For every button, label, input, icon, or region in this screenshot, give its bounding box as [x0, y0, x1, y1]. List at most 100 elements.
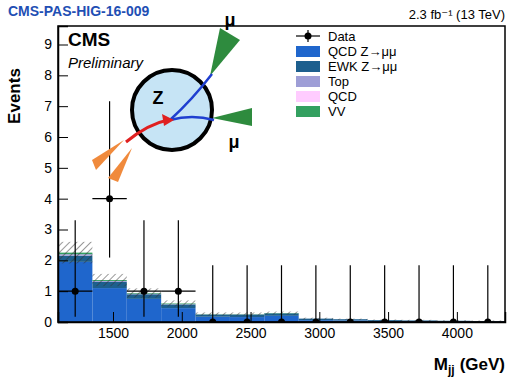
tick-label: 9 — [44, 36, 52, 52]
error-bar — [247, 265, 248, 322]
inset-muon — [170, 117, 214, 120]
tick-label: 3000 — [304, 325, 335, 341]
bar — [92, 288, 126, 322]
tick-mark — [58, 45, 68, 46]
legend-swatch — [296, 46, 320, 57]
legend-item: QCD — [296, 89, 357, 104]
legend-swatch — [305, 33, 312, 40]
tick-label: 1500 — [98, 325, 129, 341]
tick-mark — [58, 137, 68, 138]
data-point — [106, 195, 113, 202]
tick-label: 2000 — [167, 325, 198, 341]
data-point — [72, 288, 79, 295]
x-axis-title-unit: (GeV) — [460, 355, 505, 374]
tick: 7 — [44, 98, 68, 114]
axis-line — [59, 312, 506, 323]
legend-item: Top — [296, 74, 349, 89]
y-axis: 0 1 2 3 4 5 6 7 8 9 — [44, 27, 68, 330]
legend: DataQCD Z→μμEWK Z→μμTopQCDVV — [296, 29, 397, 119]
error-bar — [143, 220, 144, 317]
tick: 2500 — [235, 312, 266, 341]
inset-arrow — [126, 120, 168, 142]
tick-mark — [182, 312, 183, 322]
inset-diagram: Zμ μ — [92, 10, 252, 182]
axis-line — [59, 27, 69, 323]
tick-mark — [251, 312, 252, 322]
error-bar — [453, 265, 454, 322]
tick: 5 — [44, 160, 68, 176]
error-bar — [109, 101, 110, 257]
tick: 3500 — [373, 312, 404, 341]
error-bar — [212, 265, 213, 322]
plot-frame — [58, 26, 505, 322]
legend-swatch — [296, 91, 320, 102]
inset-circle — [132, 70, 212, 150]
tick-mark — [113, 312, 114, 322]
error-bar — [418, 265, 419, 322]
tick: 9 — [44, 36, 68, 52]
inset-label: μ — [224, 10, 235, 30]
tick-label: 7 — [44, 98, 52, 114]
tick: 1500 — [98, 312, 129, 341]
x-axis: 1500 2000 2500 3000 3500 4000 — [59, 312, 506, 341]
title: CMS-PAS-HIG-16-009 — [8, 3, 150, 19]
tick-mark — [58, 291, 68, 292]
subtitle: 2.3 fb⁻¹ (13 TeV) — [409, 7, 505, 22]
tick-label: 4 — [44, 191, 52, 207]
inset-label: Z — [153, 88, 164, 108]
legend-swatch — [296, 76, 320, 87]
legend-label: QCD Z→μμ — [328, 44, 396, 59]
tick-label: 3 — [44, 221, 52, 237]
tick: 6 — [44, 129, 68, 145]
legend-item: EWK Z→μμ — [296, 59, 397, 74]
legend-label: EWK Z→μμ — [328, 59, 397, 74]
tick: 4 — [44, 191, 68, 207]
legend-item: QCD Z→μμ — [296, 44, 396, 59]
legend-label: QCD — [328, 89, 357, 104]
tick: 1 — [44, 283, 68, 299]
legend-item: VV — [296, 104, 346, 119]
data-point — [140, 288, 147, 295]
tick-mark — [58, 168, 68, 169]
tick-label: 1 — [44, 283, 52, 299]
tick-mark — [58, 199, 68, 200]
tick-label: 0 — [44, 314, 52, 330]
inset-jet — [108, 148, 132, 182]
error-bar — [178, 220, 179, 317]
inset-jet — [210, 28, 240, 76]
tick-mark — [319, 312, 320, 322]
error-bar — [75, 220, 76, 317]
tick-mark — [58, 75, 68, 76]
legend-swatch — [296, 106, 320, 117]
tick-label: 8 — [44, 67, 52, 83]
tick: 4000 — [442, 312, 473, 341]
error-bar — [487, 265, 488, 322]
uncertainty-band — [92, 274, 126, 286]
tick-label: 2500 — [235, 325, 266, 341]
inset-label: μ — [228, 132, 239, 152]
plot-area — [58, 101, 505, 322]
tick-mark — [58, 106, 68, 107]
tick: 3000 — [304, 312, 335, 341]
tick: 8 — [44, 67, 68, 83]
inset-jet — [212, 108, 252, 126]
x-axis-title-sub: jj — [447, 363, 455, 377]
tick-label: 5 — [44, 160, 52, 176]
tick: 3 — [44, 221, 68, 237]
tick-label: 6 — [44, 129, 52, 145]
tick-label: 3500 — [373, 325, 404, 341]
x-axis-title: Mjj(GeV) — [434, 355, 505, 377]
tick-label: 4000 — [442, 325, 473, 341]
tick-mark — [388, 312, 389, 322]
tick-mark — [457, 312, 458, 322]
error-bar — [350, 265, 351, 322]
chart: 1500200025003000350040000123456789Events… — [0, 0, 519, 382]
experiment-label: CMS — [68, 29, 110, 50]
data-point — [175, 288, 182, 295]
error-bar — [315, 265, 316, 322]
tick-mark — [58, 260, 68, 261]
tick: 2 — [44, 252, 68, 268]
tick-label: 2 — [44, 252, 52, 268]
inset-muon — [170, 74, 212, 120]
legend-label: Top — [328, 74, 349, 89]
